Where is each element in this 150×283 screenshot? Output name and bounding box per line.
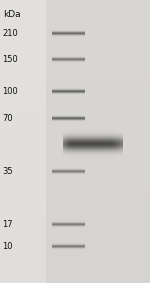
Text: 150: 150 xyxy=(2,55,18,64)
Text: 35: 35 xyxy=(2,167,13,176)
Text: 210: 210 xyxy=(2,29,18,38)
Text: kDa: kDa xyxy=(3,10,21,19)
Text: 70: 70 xyxy=(2,114,13,123)
Text: 10: 10 xyxy=(2,242,13,251)
Text: 17: 17 xyxy=(2,220,13,229)
Text: 100: 100 xyxy=(2,87,18,96)
